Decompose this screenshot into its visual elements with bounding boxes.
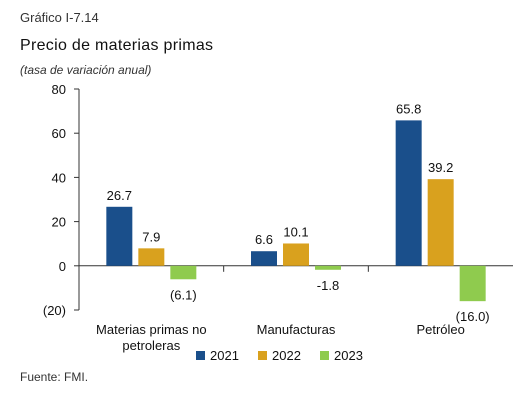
bar-2023 [315,265,341,270]
y-tick-label: 60 [52,126,66,141]
category-label: Petróleo [416,322,464,337]
data-label: -1.8 [317,278,339,293]
bar-2022 [283,243,309,266]
y-tick-label: 20 [52,215,66,230]
category-label: petroleras [122,338,180,353]
legend-swatch-2023 [320,351,329,360]
data-label: 26.7 [107,188,132,203]
legend-swatch-2021 [196,351,205,360]
data-label: 39.2 [428,160,453,175]
source-note: Fuente: FMI. [20,370,89,384]
data-label: 7.9 [142,229,160,244]
y-tick-label: 80 [52,82,66,97]
y-tick-label: (20) [43,303,66,318]
category-label: Manufacturas [257,322,336,337]
bar-2023 [459,265,486,302]
chart-subtitle: (tasa de variación anual) [20,63,152,77]
legend-label: 2023 [334,348,363,363]
chart-title: Precio de materias primas [20,37,214,54]
bar-2021 [395,120,422,266]
legend-swatch-2022 [258,351,267,360]
bar-2021 [106,206,133,266]
bar-2023 [170,265,197,280]
data-label: 10.1 [283,224,308,239]
chart-kicker: Gráfico I-7.14 [20,10,99,25]
y-tick-label: 40 [52,170,66,185]
data-label: 6.6 [255,232,273,247]
legend-label: 2021 [210,348,239,363]
bar-2021 [251,251,277,266]
data-label: (16.0) [456,309,490,324]
bar-2022 [138,248,165,266]
bar-2022 [427,179,454,266]
y-tick-label: 0 [59,259,66,274]
legend-label: 2022 [272,348,301,363]
data-label: 65.8 [396,101,421,116]
data-label: (6.1) [170,287,197,302]
category-label: Materias primas no [96,322,207,337]
